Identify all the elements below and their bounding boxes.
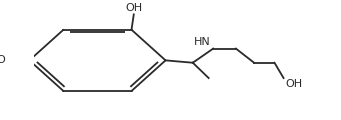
Text: HN: HN — [194, 37, 211, 47]
Text: OH: OH — [125, 3, 142, 13]
Text: OH: OH — [286, 79, 303, 89]
Text: O: O — [0, 55, 5, 65]
